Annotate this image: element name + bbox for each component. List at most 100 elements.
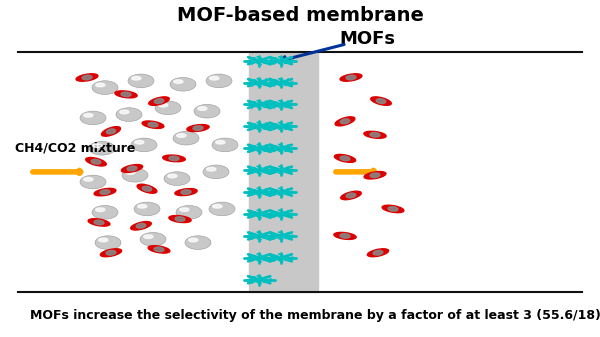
Ellipse shape xyxy=(115,91,137,98)
Ellipse shape xyxy=(95,236,121,249)
Ellipse shape xyxy=(167,174,177,178)
Text: MOFs: MOFs xyxy=(339,30,395,48)
Ellipse shape xyxy=(92,144,102,147)
Ellipse shape xyxy=(197,107,207,110)
Ellipse shape xyxy=(194,104,220,118)
Ellipse shape xyxy=(83,114,93,117)
Ellipse shape xyxy=(367,249,389,257)
Ellipse shape xyxy=(209,76,219,80)
Ellipse shape xyxy=(131,138,157,152)
Ellipse shape xyxy=(125,171,135,174)
Ellipse shape xyxy=(148,246,170,253)
Ellipse shape xyxy=(155,101,181,115)
Ellipse shape xyxy=(382,205,404,213)
Ellipse shape xyxy=(370,173,380,178)
Ellipse shape xyxy=(121,92,131,97)
Ellipse shape xyxy=(164,172,190,185)
Ellipse shape xyxy=(154,99,164,103)
Ellipse shape xyxy=(128,74,154,88)
Ellipse shape xyxy=(181,190,191,194)
Ellipse shape xyxy=(106,129,116,134)
Ellipse shape xyxy=(83,178,93,181)
Ellipse shape xyxy=(340,119,350,124)
Ellipse shape xyxy=(206,74,232,88)
Ellipse shape xyxy=(98,238,108,242)
Ellipse shape xyxy=(188,238,198,242)
Ellipse shape xyxy=(175,217,185,221)
Ellipse shape xyxy=(137,205,147,208)
Ellipse shape xyxy=(127,166,137,171)
Ellipse shape xyxy=(173,131,199,145)
Ellipse shape xyxy=(92,81,118,94)
Ellipse shape xyxy=(340,234,350,238)
Ellipse shape xyxy=(76,74,98,81)
Ellipse shape xyxy=(346,193,356,198)
Ellipse shape xyxy=(176,206,202,219)
Ellipse shape xyxy=(116,108,142,121)
Ellipse shape xyxy=(134,141,144,144)
Ellipse shape xyxy=(86,157,106,166)
Ellipse shape xyxy=(340,156,350,161)
Ellipse shape xyxy=(101,127,121,136)
Ellipse shape xyxy=(376,99,386,103)
Ellipse shape xyxy=(136,223,146,228)
Ellipse shape xyxy=(142,186,152,191)
Ellipse shape xyxy=(212,138,238,152)
Ellipse shape xyxy=(100,190,110,194)
Ellipse shape xyxy=(206,167,216,171)
Ellipse shape xyxy=(94,188,116,196)
Ellipse shape xyxy=(122,168,148,182)
Ellipse shape xyxy=(335,117,355,126)
Ellipse shape xyxy=(91,159,101,164)
Ellipse shape xyxy=(334,233,356,239)
Ellipse shape xyxy=(179,208,189,211)
Text: MOF-based membrane: MOF-based membrane xyxy=(176,6,424,25)
Ellipse shape xyxy=(215,141,225,144)
Ellipse shape xyxy=(95,208,105,211)
Ellipse shape xyxy=(137,184,157,193)
Ellipse shape xyxy=(193,126,203,130)
Ellipse shape xyxy=(163,155,185,162)
Ellipse shape xyxy=(371,97,391,105)
Ellipse shape xyxy=(89,142,115,155)
Bar xyxy=(249,52,318,292)
Ellipse shape xyxy=(100,249,122,257)
Ellipse shape xyxy=(119,110,129,114)
Text: MOFs increase the selectivity of the membrane by a factor of at least 3 (55.6/18: MOFs increase the selectivity of the mem… xyxy=(30,309,600,321)
Ellipse shape xyxy=(121,164,143,173)
Ellipse shape xyxy=(203,165,229,179)
Ellipse shape xyxy=(212,205,222,208)
Ellipse shape xyxy=(173,80,183,83)
Ellipse shape xyxy=(175,189,197,195)
Ellipse shape xyxy=(80,175,106,189)
Ellipse shape xyxy=(82,75,92,80)
Ellipse shape xyxy=(388,207,398,211)
Ellipse shape xyxy=(170,78,196,91)
Ellipse shape xyxy=(341,191,361,200)
Ellipse shape xyxy=(346,75,356,80)
Ellipse shape xyxy=(143,235,153,238)
Ellipse shape xyxy=(334,154,356,162)
Ellipse shape xyxy=(142,121,164,128)
Ellipse shape xyxy=(169,216,191,222)
Ellipse shape xyxy=(370,132,380,137)
Ellipse shape xyxy=(169,156,179,161)
Ellipse shape xyxy=(134,202,160,216)
Ellipse shape xyxy=(187,125,209,131)
Ellipse shape xyxy=(340,74,362,81)
Ellipse shape xyxy=(92,206,118,219)
Text: CH4/CO2 mixture: CH4/CO2 mixture xyxy=(15,142,136,155)
Ellipse shape xyxy=(185,236,211,249)
Ellipse shape xyxy=(154,247,164,252)
Ellipse shape xyxy=(106,250,116,255)
Ellipse shape xyxy=(95,83,105,87)
Ellipse shape xyxy=(176,134,186,137)
Ellipse shape xyxy=(148,122,158,127)
Ellipse shape xyxy=(209,202,235,216)
Ellipse shape xyxy=(373,250,383,255)
Ellipse shape xyxy=(94,220,104,225)
Ellipse shape xyxy=(131,76,141,80)
Ellipse shape xyxy=(131,221,151,230)
Ellipse shape xyxy=(80,111,106,125)
Ellipse shape xyxy=(364,172,386,179)
